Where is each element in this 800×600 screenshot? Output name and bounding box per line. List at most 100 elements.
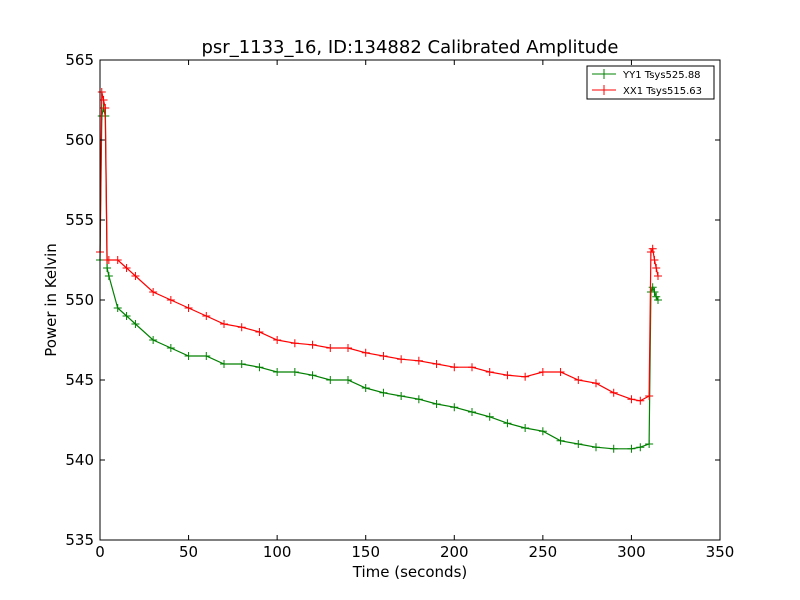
data-point bbox=[122, 312, 131, 320]
data-point bbox=[379, 388, 388, 397]
data-point bbox=[290, 339, 299, 348]
data-point bbox=[538, 368, 547, 376]
data-point bbox=[361, 384, 370, 392]
data-point bbox=[202, 312, 211, 320]
y-tick-label: 540 bbox=[65, 451, 94, 469]
data-point bbox=[609, 388, 618, 397]
data-point bbox=[104, 256, 113, 264]
data-point bbox=[468, 408, 476, 416]
series-line bbox=[99, 91, 659, 402]
data-point bbox=[485, 368, 494, 376]
data-point bbox=[609, 444, 618, 453]
plot-series-group bbox=[96, 88, 662, 453]
y-tick-label: 555 bbox=[65, 211, 94, 229]
data-point bbox=[344, 376, 352, 384]
data-point bbox=[149, 288, 158, 296]
data-point bbox=[538, 427, 547, 436]
data-point bbox=[308, 340, 317, 349]
data-point bbox=[414, 356, 423, 365]
data-point bbox=[166, 344, 175, 352]
legend-label-yy1: YY1 Tsys525.88 bbox=[622, 70, 701, 81]
data-point bbox=[521, 372, 530, 381]
data-point bbox=[237, 360, 246, 368]
data-point bbox=[344, 344, 352, 352]
data-point bbox=[361, 348, 370, 357]
data-point bbox=[574, 440, 583, 448]
chart-title: psr_1133_16, ID:134882 Calibrated Amplit… bbox=[201, 37, 618, 58]
y-axis: 535 540 545 550 555 560 565 bbox=[65, 51, 720, 549]
data-point bbox=[450, 403, 459, 412]
data-point bbox=[104, 272, 113, 280]
data-point bbox=[627, 444, 636, 453]
data-point bbox=[414, 395, 423, 404]
data-point bbox=[450, 363, 459, 372]
data-point bbox=[255, 363, 264, 372]
data-point bbox=[636, 396, 645, 405]
x-tick-label: 200 bbox=[440, 543, 469, 561]
data-point bbox=[574, 376, 583, 384]
data-point bbox=[131, 272, 140, 280]
series-1 bbox=[96, 88, 662, 405]
y-tick-label: 565 bbox=[65, 51, 94, 69]
data-point bbox=[645, 392, 654, 400]
data-point bbox=[326, 376, 335, 384]
data-point bbox=[503, 371, 512, 380]
data-point bbox=[636, 443, 645, 452]
x-tick-label: 250 bbox=[529, 543, 558, 561]
data-point bbox=[646, 248, 655, 256]
y-tick-label: 560 bbox=[65, 131, 94, 149]
data-point bbox=[468, 363, 476, 372]
x-axis: 0 50 100 150 200 250 300 350 bbox=[95, 60, 734, 561]
data-point bbox=[202, 352, 211, 360]
data-point bbox=[255, 328, 264, 336]
data-point bbox=[645, 440, 654, 448]
data-point bbox=[326, 344, 335, 352]
data-point bbox=[650, 288, 659, 296]
y-tick-label: 545 bbox=[65, 371, 94, 389]
data-point bbox=[101, 104, 110, 112]
data-point bbox=[627, 395, 636, 404]
data-point bbox=[184, 304, 193, 312]
legend-label-xx1: XX1 Tsys515.63 bbox=[623, 86, 702, 97]
y-tick-label: 550 bbox=[65, 291, 94, 309]
x-tick-label: 300 bbox=[617, 543, 646, 561]
data-point bbox=[592, 443, 600, 452]
data-point bbox=[652, 292, 661, 301]
data-point bbox=[220, 320, 228, 328]
data-point bbox=[556, 368, 565, 376]
data-point bbox=[397, 392, 406, 400]
data-point bbox=[648, 244, 657, 253]
data-point bbox=[290, 368, 299, 376]
x-tick-label: 150 bbox=[351, 543, 380, 561]
data-point bbox=[113, 256, 122, 264]
data-point bbox=[308, 371, 317, 380]
data-point bbox=[122, 264, 131, 272]
data-point bbox=[113, 304, 122, 312]
data-point bbox=[432, 400, 441, 408]
data-point bbox=[556, 436, 565, 445]
data-point bbox=[131, 320, 140, 328]
legend: YY1 Tsys525.88 XX1 Tsys515.63 bbox=[586, 65, 715, 100]
data-point bbox=[166, 296, 175, 304]
data-point bbox=[149, 336, 158, 344]
x-axis-label: Time (seconds) bbox=[352, 563, 468, 581]
data-point bbox=[503, 419, 512, 428]
x-tick-label: 50 bbox=[179, 543, 198, 561]
data-point bbox=[652, 264, 661, 272]
data-point bbox=[592, 379, 600, 388]
data-point bbox=[220, 360, 228, 368]
data-point bbox=[184, 352, 193, 360]
data-point bbox=[521, 424, 530, 432]
data-point bbox=[432, 360, 441, 368]
data-point bbox=[654, 272, 662, 280]
data-point bbox=[273, 368, 282, 376]
data-point bbox=[397, 355, 406, 364]
data-point bbox=[654, 296, 662, 304]
data-point bbox=[97, 88, 106, 96]
legend-box bbox=[586, 65, 715, 100]
x-tick-label: 100 bbox=[263, 543, 292, 561]
data-point bbox=[485, 412, 494, 421]
data-point bbox=[99, 96, 108, 104]
